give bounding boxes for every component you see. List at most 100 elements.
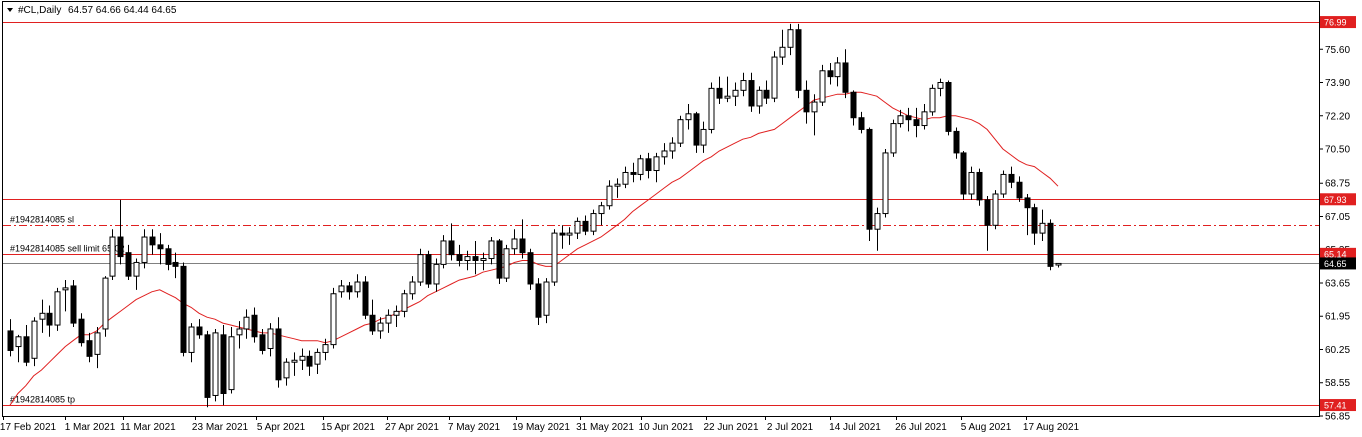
candle-3	[31, 317, 38, 367]
candle-53	[425, 250, 432, 288]
candle-10	[86, 332, 93, 363]
candle-body	[960, 152, 967, 195]
candle-97	[771, 51, 778, 103]
level-tag-3-bg	[1320, 247, 1356, 260]
candle-body	[172, 261, 179, 267]
candle-96	[763, 80, 770, 105]
candle-body	[669, 142, 676, 152]
candle-14	[117, 199, 124, 265]
candle-body	[39, 312, 46, 320]
candle-67	[535, 278, 542, 326]
candle-36	[291, 352, 298, 376]
candle-44	[354, 274, 361, 298]
candle-body	[464, 256, 471, 261]
candle-61	[488, 237, 495, 265]
candle-31	[251, 307, 258, 343]
y-tick-label-9: 60.25	[1325, 345, 1350, 356]
candle-body	[622, 171, 629, 185]
candle-body	[945, 82, 952, 132]
candle-99	[787, 23, 794, 56]
candle-body	[984, 199, 991, 226]
candle-68	[543, 278, 550, 324]
y-tick-label-4: 68.75	[1325, 179, 1350, 190]
candle-body	[291, 359, 298, 363]
candle-95	[756, 86, 763, 114]
candle-35	[283, 358, 290, 386]
candle-body	[283, 361, 290, 379]
candle-body	[811, 101, 818, 113]
candle-body	[236, 328, 243, 336]
candle-21	[172, 252, 179, 279]
candle-40	[322, 338, 329, 361]
candle-body	[149, 236, 156, 246]
candle-103	[819, 64, 826, 106]
candle-body	[78, 318, 85, 344]
x-tick-label-7: 7 May 2021	[448, 422, 501, 433]
level-tag-1-bg	[1320, 193, 1356, 206]
candle-body	[102, 277, 109, 330]
candle-106	[842, 49, 849, 99]
candle-body	[425, 254, 432, 285]
candle-body	[456, 254, 463, 261]
candle-body	[62, 287, 69, 291]
x-tick-label-11: 22 Jun 2021	[703, 422, 758, 433]
candle-7	[62, 280, 69, 312]
candle-22	[180, 262, 187, 357]
candle-body	[1000, 173, 1007, 195]
candle-body	[511, 238, 518, 250]
candle-body	[566, 232, 573, 236]
candle-34	[275, 317, 282, 388]
last-price-tag-text: 64.65	[1324, 259, 1347, 269]
y-tick-label-8: 61.95	[1325, 312, 1350, 323]
candle-body	[614, 183, 621, 187]
candle-89	[708, 82, 715, 134]
candle-62	[496, 238, 503, 284]
candle-72	[574, 217, 581, 239]
candle-body	[243, 316, 250, 330]
y-tick-label-3: 70.50	[1325, 145, 1350, 156]
candle-111	[882, 149, 889, 218]
candle-body	[953, 130, 960, 154]
x-tick-label-2: 11 Mar 2021	[120, 422, 176, 433]
candle-122	[968, 166, 975, 200]
candle-body	[472, 256, 479, 261]
candle-body	[590, 213, 597, 232]
y-tick-label-1: 73.90	[1325, 78, 1350, 89]
candle-51	[409, 276, 416, 300]
candle-body	[771, 56, 778, 99]
candle-body	[322, 344, 329, 353]
candle-98	[779, 29, 786, 65]
candle-83	[661, 143, 668, 165]
candle-body	[94, 332, 101, 355]
y-tick-label-7: 63.65	[1325, 278, 1350, 289]
candle-80	[637, 154, 644, 181]
candle-body	[212, 332, 219, 396]
level-tag-0-bg	[1320, 16, 1356, 29]
x-tick-label-14: 26 Jul 2021	[895, 422, 947, 433]
triangle-down-icon[interactable]	[7, 8, 13, 12]
candle-body	[519, 238, 526, 254]
candle-body	[306, 355, 313, 367]
candle-130	[1031, 203, 1038, 245]
candle-body	[401, 293, 408, 312]
plot-frame	[2, 1, 1320, 417]
candle-body	[15, 336, 22, 348]
candle-129	[1024, 193, 1031, 236]
candle-body	[346, 285, 353, 293]
candle-32	[259, 328, 266, 355]
candle-82	[653, 152, 660, 183]
candles	[7, 23, 1062, 408]
candle-90	[716, 76, 723, 105]
candle-119	[945, 80, 952, 136]
candle-body	[1039, 222, 1046, 234]
candle-91	[724, 76, 731, 103]
candle-123	[976, 168, 983, 206]
candle-121	[960, 150, 967, 200]
candle-25	[204, 330, 211, 408]
candle-body	[314, 351, 321, 365]
candle-body	[125, 252, 132, 277]
candle-38	[306, 350, 313, 376]
candle-20	[165, 244, 172, 271]
candle-59	[472, 240, 479, 275]
candle-0	[7, 319, 14, 357]
